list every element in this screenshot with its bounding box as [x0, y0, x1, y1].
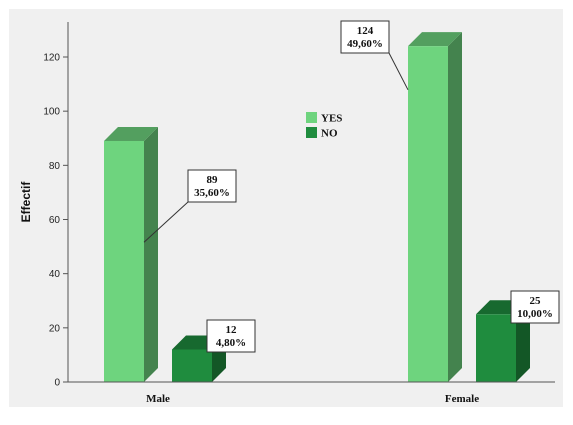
leader-line	[143, 201, 189, 243]
y-tick-label: 20	[49, 323, 61, 334]
leader-line	[388, 52, 409, 91]
data-label-value: 12	[226, 324, 238, 336]
legend-label: YES	[321, 113, 342, 125]
bar-top	[408, 32, 462, 47]
axes	[67, 22, 555, 383]
data-label-percent: 35,60%	[194, 187, 230, 199]
legend-swatch	[306, 112, 317, 123]
bar-top	[104, 126, 158, 141]
data-label-value: 124	[357, 25, 374, 37]
bar-side	[448, 32, 462, 383]
legend-label: NO	[321, 128, 338, 140]
bar-yes-male	[104, 126, 158, 382]
bar-front	[408, 46, 448, 383]
data-label-box	[206, 319, 256, 353]
x-ticks: Male Female	[146, 393, 479, 405]
bar-front	[104, 140, 144, 382]
bar-front	[476, 314, 516, 382]
data-label-value: 89	[207, 174, 219, 186]
bar-yes-female	[408, 32, 462, 383]
x-tick-label: Female	[445, 393, 479, 405]
data-label-percent: 4,80%	[216, 337, 246, 349]
y-tick-label: 100	[43, 107, 60, 118]
y-tick-label: 120	[43, 53, 60, 64]
x-tick-label: Male	[146, 393, 170, 405]
data-label-value: 25	[530, 295, 542, 307]
bar-front	[172, 349, 212, 382]
y-axis-label: Effectif	[19, 181, 33, 223]
legend-swatch	[306, 127, 317, 138]
data-label: 124,80%	[206, 319, 256, 353]
data-label-box	[510, 290, 560, 324]
data-label-box	[187, 169, 237, 203]
y-tick-label: 0	[54, 378, 60, 389]
data-label-box	[340, 20, 390, 54]
y-tick-label: 60	[49, 215, 61, 226]
data-label-percent: 10,00%	[517, 308, 553, 320]
data-label-percent: 49,60%	[347, 38, 383, 50]
leader-lines	[143, 52, 409, 243]
plot-background	[9, 9, 563, 407]
y-ticks: 0 20 40 60 80 100 120	[43, 53, 68, 389]
y-tick-label: 80	[49, 161, 61, 172]
legend: YES NO	[306, 112, 342, 140]
y-tick-label: 40	[49, 269, 61, 280]
bar-side	[144, 126, 158, 382]
